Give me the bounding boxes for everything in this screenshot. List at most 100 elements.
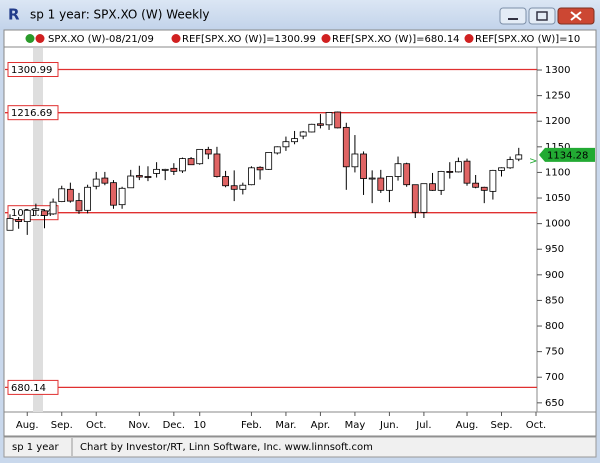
candle-body [204, 148, 212, 155]
y-tick-label: 750 [545, 347, 564, 358]
y-tick-label: 800 [545, 321, 564, 332]
candle-body [282, 141, 290, 148]
chart-panel [3, 46, 597, 437]
candle-body [420, 183, 428, 213]
app-icon: R [8, 6, 20, 24]
candle-body [84, 186, 92, 211]
x-tick-label: Aug. [456, 420, 479, 431]
reference-label-box [7, 105, 59, 121]
candle-body [256, 166, 264, 171]
status-label: sp 1 year [12, 442, 59, 453]
legend-dot [171, 34, 181, 43]
candle-body [196, 148, 204, 165]
candle-body [325, 112, 333, 126]
candle-body [472, 182, 480, 188]
legend-dot [25, 34, 35, 43]
candle-body [454, 161, 462, 173]
legend-dot [321, 34, 331, 43]
candle-body [222, 176, 229, 187]
candle-body [66, 188, 74, 202]
candle-body [230, 185, 238, 190]
x-tick-label: Sep. [490, 420, 512, 431]
window-title: sp 1 year: SPX.XO (W) Weekly [30, 8, 210, 22]
x-tick-label: Sep. [51, 420, 73, 431]
candle-body [506, 159, 514, 169]
legend-entry: SPX.XO (W)-08/21/09 [48, 34, 154, 45]
legend-dot [464, 34, 474, 43]
highlight-band [33, 48, 43, 412]
candle-body [334, 111, 342, 129]
candle-body [101, 177, 109, 184]
y-tick-label: 900 [545, 270, 564, 281]
candle-body [429, 183, 436, 191]
y-tick-label: 850 [545, 295, 564, 306]
candle-body [135, 175, 143, 178]
candle-body [291, 138, 298, 143]
x-tick-label: Oct. [86, 420, 106, 431]
candle-body [170, 167, 178, 172]
x-tick-label: 10 [193, 420, 206, 431]
candle-body [127, 175, 135, 189]
candle-body [6, 218, 14, 231]
legend-entry: REF[SPX.XO (W)]=10 [475, 34, 580, 45]
candle-body [273, 146, 281, 154]
candle-body [446, 170, 454, 173]
legend-entry: REF[SPX.XO (W)]=1300.99 [182, 34, 316, 45]
minimize-button[interactable] [499, 7, 527, 25]
reference-label-box [7, 62, 59, 78]
price-pointer: > [529, 156, 537, 167]
candle-body [49, 201, 57, 215]
candle-body [386, 176, 393, 191]
window-buttons[interactable] [499, 7, 595, 25]
candle-body [144, 176, 152, 178]
candle-body [23, 209, 31, 222]
y-tick-label: 1050 [545, 193, 570, 204]
maximize-button[interactable] [528, 7, 556, 25]
y-tick-label: 650 [545, 398, 564, 409]
x-tick-label: May [345, 420, 366, 431]
candle-body [498, 167, 505, 171]
candle-body [360, 153, 367, 179]
y-tick-label: 1200 [545, 116, 570, 127]
candle-body [394, 163, 402, 177]
candle-body [248, 167, 255, 186]
candle-body [299, 131, 307, 137]
candle-body [213, 153, 221, 177]
candle-body [403, 163, 411, 186]
y-tick-label: 1100 [545, 167, 570, 178]
candle-body [368, 177, 376, 180]
candle-body [41, 210, 48, 216]
x-tick-label: Oct. [526, 420, 546, 431]
price-label: 1134.28 [547, 150, 588, 161]
candle-body [110, 182, 117, 206]
candle-body [161, 168, 169, 171]
legend-entry: REF[SPX.XO (W)]=680.14 [332, 34, 460, 45]
status-text: Chart by Investor/RT, Linn Software, Inc… [80, 442, 373, 453]
candle-body [515, 154, 523, 160]
reference-label-box [7, 205, 59, 221]
reference-label: 1216.69 [11, 108, 52, 119]
status-bar [3, 436, 597, 458]
y-tick-label: 1000 [545, 219, 570, 230]
x-tick-label: Jul. [415, 420, 431, 431]
candle-body [58, 188, 66, 203]
candle-body [351, 153, 359, 168]
candle-body [480, 186, 488, 191]
reference-label: 1300.99 [11, 65, 52, 76]
candle-body [342, 126, 350, 168]
x-tick-label: Dec. [163, 420, 186, 431]
y-tick-label: 1250 [545, 91, 570, 102]
y-tick-label: 1300 [545, 65, 570, 76]
candle-body [437, 170, 445, 191]
reference-label: 1021.34 [11, 208, 52, 219]
legend-dot [35, 34, 45, 43]
candle-body [15, 219, 23, 222]
y-tick-label: 950 [545, 244, 564, 255]
candle-body [187, 158, 195, 166]
candle-body [265, 152, 273, 170]
candle-body [92, 178, 100, 187]
candle-body [411, 184, 419, 213]
candle-body [377, 177, 385, 191]
candle-body [32, 208, 40, 211]
